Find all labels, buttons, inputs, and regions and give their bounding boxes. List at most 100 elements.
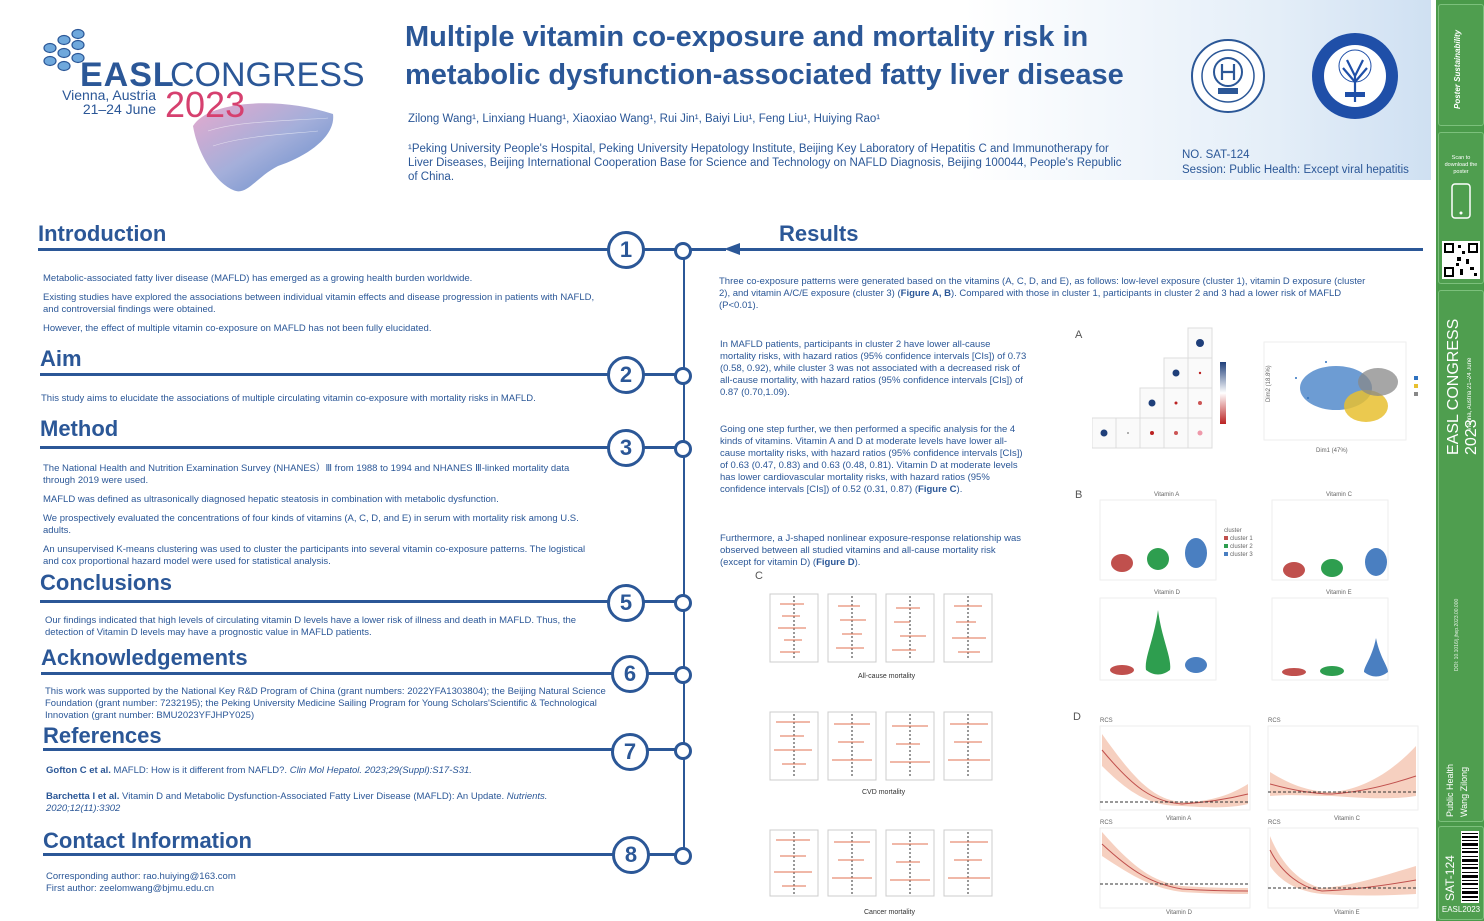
intro-paragraph: However, the effect of multiple vitamin … [43, 323, 432, 334]
sidebar-city: Vienna, Austria 21–24 June [1467, 357, 1473, 431]
results-paragraph-3: Going one step further, we then performe… [720, 424, 1028, 496]
legend-item: cluster 1 [1230, 536, 1253, 542]
section-number-7: 7 [611, 733, 649, 771]
rcs-title: RCS [1100, 718, 1113, 724]
method-underline [40, 446, 613, 449]
sidebar-author: Wang Zilong [1459, 766, 1469, 817]
rcs-xlabel: Vitamin E [1334, 910, 1360, 916]
rcs-panel-vitamin-c: RCS Vitamin C [1267, 718, 1419, 822]
intro-underline [38, 248, 613, 251]
results-text: ). [956, 484, 963, 495]
contact-text: Corresponding author: rao.huiying@163.co… [46, 871, 446, 895]
aim-title: Aim [40, 346, 82, 371]
figure-a-correlation-plot [1092, 327, 1226, 449]
method-text: The National Health and Nutrition Examin… [43, 463, 603, 575]
reference-title: Vitamin D and Metabolic Dysfunction-Asso… [119, 791, 507, 802]
reference-item: Barchetta I et al. Vitamin D and Metabol… [46, 791, 596, 815]
intro-title: Introduction [38, 221, 167, 246]
timeline-node-3 [674, 440, 692, 458]
rcs-xlabel: Vitamin C [1334, 816, 1361, 822]
forest-group-cancer: Cancer mortality [769, 829, 993, 916]
intro-text: Metabolic-associated fatty liver disease… [43, 273, 603, 342]
violin-panel-vitamin-d: Vitamin D [1099, 590, 1217, 681]
figure-b-label: B [1075, 489, 1083, 501]
poster-number: NO. SAT-124 [1182, 149, 1250, 161]
logo-year: 2023 [165, 84, 246, 125]
hepatology-institute-seal-icon [1312, 33, 1398, 119]
figure-ref: Figure A, B [900, 288, 951, 299]
timeline-node-1 [674, 242, 692, 260]
results-text: ). Compared with those in cluster 1, par… [719, 288, 1342, 311]
acknowledgements-paragraph: This work was supported by the National … [45, 686, 606, 721]
figure-d-rcs-plots: RCS Vitamin A RCS Vitamin C RCS Vitamin … [1099, 718, 1419, 916]
figure-a-cluster-scatter: Dim1 (47%) Dim2 (18.8%) [1263, 341, 1418, 454]
rcs-panel-vitamin-d: RCS Vitamin D [1099, 820, 1251, 916]
sidebar-top-panel: Poster Sustainability [1438, 4, 1484, 126]
corresponding-author-email: Corresponding author: rao.huiying@163.co… [46, 871, 236, 882]
method-paragraph: MAFLD was defined as ultrasonically diag… [43, 494, 499, 505]
section-number-8: 8 [612, 836, 650, 874]
section-number-1: 1 [607, 231, 645, 269]
contact-underline [43, 853, 613, 856]
violin-panel-vitamin-e: Vitamin E [1271, 590, 1389, 681]
sidebar-footer: EASL2023 [1441, 905, 1481, 914]
references-title: References [43, 723, 162, 748]
logo-congress-text: CONGRESS [170, 56, 365, 94]
method-paragraph: An unsupervised K-means clustering was u… [43, 544, 586, 567]
violin-title: Vitamin C [1326, 492, 1353, 498]
scan-text: Scan to download the poster [1444, 155, 1478, 175]
method-connector [643, 446, 676, 449]
figure-ref: Figure D [816, 557, 855, 568]
reference-author: Barchetta I et al. [46, 791, 120, 802]
intro-paragraph: Metabolic-associated fatty liver disease… [43, 273, 473, 284]
conclusions-underline [40, 600, 613, 603]
authors: Zilong Wang¹, Linxiang Huang¹, Xiaoxiao … [408, 113, 881, 125]
method-paragraph: We prospectively evaluated the concentra… [43, 513, 579, 536]
affiliation: ¹Peking University People's Hospital, Pe… [408, 143, 1122, 183]
qr-code-icon[interactable] [1442, 241, 1480, 279]
figure-c-forest-plots: All-cause mortality CVD mortality Cancer… [769, 593, 993, 916]
timeline-line [683, 250, 685, 854]
section-number-3: 3 [607, 429, 645, 467]
conclusions-title: Conclusions [40, 570, 173, 595]
acknowledgements-text: This work was supported by the National … [45, 686, 610, 729]
references-list: Gofton C et al. MAFLD: How is it differe… [46, 765, 596, 822]
forest-caption: Cancer mortality [864, 909, 915, 916]
results-arrow-icon [724, 243, 740, 255]
poster-sustainability: Poster Sustainability [1453, 29, 1462, 109]
reference-journal: Nutrients. 2020;12(11):3302 [46, 791, 548, 814]
rcs-title: RCS [1268, 718, 1281, 724]
scatter-ylabel: Dim2 (18.8%) [1266, 365, 1272, 402]
aim-underline [40, 373, 613, 376]
legend-item: cluster 3 [1230, 552, 1253, 558]
section-number-2: 2 [607, 356, 645, 394]
sidebar-code-panel: SAT-124 EASL2023 [1438, 826, 1484, 920]
hospital-seal-icon [1191, 39, 1265, 113]
sidebar-congress-panel: EASL CONGRESS 2023 Vienna, Austria 21–24… [1438, 290, 1484, 822]
rcs-panel-vitamin-a: RCS Vitamin A [1099, 718, 1251, 822]
scatter-xlabel: Dim1 (47%) [1316, 448, 1348, 454]
logo-city-dates: Vienna, Austria 21–24 June [62, 88, 156, 116]
sidebar-doi: DOI: 10.1016/j.jhep.2023.00.000 [1454, 598, 1460, 671]
legend-item: cluster 2 [1230, 544, 1253, 550]
forest-group-all-cause: All-cause mortality [769, 593, 993, 680]
results-paragraph-1: Three co-exposure patterns were generate… [719, 276, 1369, 312]
barcode-icon [1461, 831, 1479, 903]
logo-easl-text: EASL [80, 56, 175, 94]
forest-group-cvd: CVD mortality [769, 711, 993, 796]
reference-journal: Clin Mol Hepatol. 2023;29(Suppl):S17-S31… [289, 765, 472, 776]
results-paragraph-2: In MAFLD patients, participants in clust… [720, 339, 1027, 398]
method-title: Method [40, 416, 119, 441]
figure-a-label: A [1075, 329, 1083, 341]
legend-title: cluster [1224, 528, 1242, 534]
conclusions-text: Our findings indicated that high levels … [45, 615, 615, 646]
references-underline [43, 748, 613, 751]
figure-c-label: C [755, 570, 763, 582]
liver-illustration [193, 103, 334, 192]
timeline-node-2 [674, 367, 692, 385]
results-underline [737, 248, 1423, 251]
results-text: Furthermore, a J-shaped nonlinear exposu… [720, 533, 1021, 568]
poster-title: Multiple vitamin co-exposure and mortali… [405, 18, 1165, 94]
results-text: ). [854, 557, 861, 568]
timeline-node-8 [674, 847, 692, 865]
